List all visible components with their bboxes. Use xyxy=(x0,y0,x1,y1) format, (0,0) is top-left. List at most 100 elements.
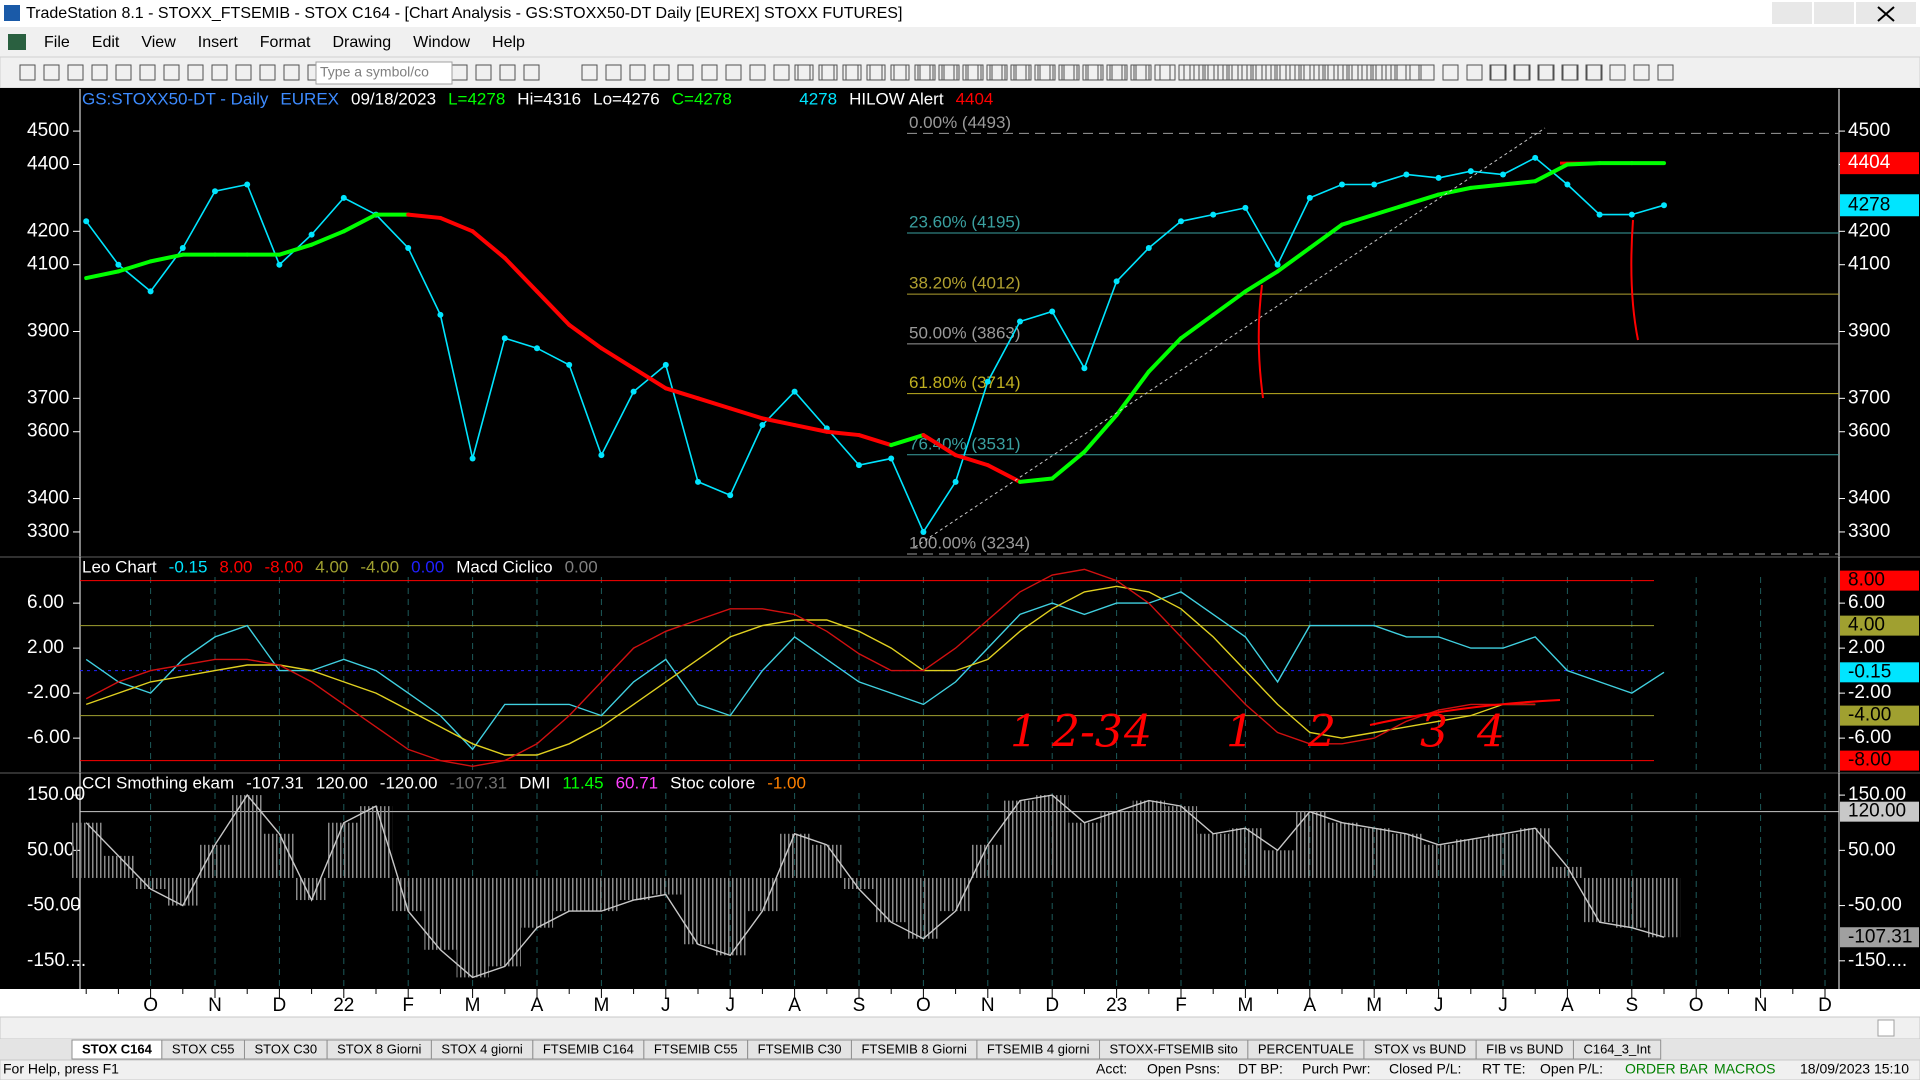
tool-icon[interactable] xyxy=(629,64,646,81)
tab[interactable] xyxy=(1572,1039,1662,1060)
tool-icon[interactable] xyxy=(115,64,132,81)
tool-icon[interactable] xyxy=(749,64,766,81)
tool-icon[interactable] xyxy=(67,64,84,81)
tool-icon[interactable] xyxy=(701,64,718,81)
scroll-thumb[interactable] xyxy=(1877,1019,1895,1037)
tool-icon[interactable] xyxy=(1237,64,1254,81)
tool-icon[interactable] xyxy=(943,64,960,81)
tool-icon[interactable] xyxy=(187,64,204,81)
menu-item[interactable]: Edit xyxy=(92,34,120,51)
tool-icon[interactable] xyxy=(1082,64,1099,81)
tool-icon[interactable] xyxy=(1633,64,1650,81)
tool-icon[interactable] xyxy=(653,64,670,81)
tab-label[interactable]: STOX 8 Giorni xyxy=(337,1041,421,1056)
minimize-button[interactable] xyxy=(1772,2,1812,24)
tool-icon[interactable] xyxy=(235,64,252,81)
tool-icon[interactable] xyxy=(866,64,883,81)
tool-icon[interactable] xyxy=(1106,64,1123,81)
tool-icon[interactable] xyxy=(1357,64,1374,81)
tool-icon[interactable] xyxy=(475,64,492,81)
tool-icon[interactable] xyxy=(1178,64,1195,81)
tool-icon[interactable] xyxy=(1466,64,1483,81)
tab-label[interactable]: STOX C55 xyxy=(172,1041,235,1056)
tool-icon[interactable] xyxy=(139,64,156,81)
tool-icon[interactable] xyxy=(1346,64,1363,81)
tab-label[interactable]: STOX C164 xyxy=(82,1041,153,1056)
tool-icon[interactable] xyxy=(1585,64,1602,81)
tool-icon[interactable] xyxy=(725,64,742,81)
menu-item[interactable]: Help xyxy=(492,34,525,51)
tab-label[interactable]: STOX 4 giorni xyxy=(441,1041,523,1056)
maximize-button[interactable] xyxy=(1814,2,1854,24)
menu-item[interactable]: Insert xyxy=(198,34,239,51)
tool-icon[interactable] xyxy=(1015,64,1032,81)
tool-icon[interactable] xyxy=(1322,64,1339,81)
tool-icon[interactable] xyxy=(1250,64,1267,81)
tool-icon[interactable] xyxy=(1442,64,1459,81)
tab-label[interactable]: STOXX-FTSEMIB sito xyxy=(1110,1041,1238,1056)
tool-icon[interactable] xyxy=(991,64,1008,81)
tool-icon[interactable] xyxy=(523,64,540,81)
tool-icon[interactable] xyxy=(1609,64,1626,81)
tool-icon[interactable] xyxy=(283,64,300,81)
tool-icon[interactable] xyxy=(842,64,859,81)
tab-label[interactable]: FTSEMIB C55 xyxy=(654,1041,738,1056)
tool-icon[interactable] xyxy=(1213,64,1230,81)
tab-label[interactable]: FTSEMIB 4 giorni xyxy=(987,1041,1090,1056)
tool-icon[interactable] xyxy=(1261,64,1278,81)
tool-icon[interactable] xyxy=(1202,64,1219,81)
tool-icon[interactable] xyxy=(19,64,36,81)
tool-icon[interactable] xyxy=(1274,64,1291,81)
tool-icon[interactable] xyxy=(163,64,180,81)
tab-label[interactable]: FTSEMIB 8 Giorni xyxy=(861,1041,967,1056)
tab-label[interactable]: FIB vs BUND xyxy=(1486,1041,1563,1056)
tool-icon[interactable] xyxy=(91,64,108,81)
tab-label[interactable]: STOX vs BUND xyxy=(1374,1041,1466,1056)
tool-icon[interactable] xyxy=(1370,64,1387,81)
tool-icon[interactable] xyxy=(1394,64,1411,81)
tool-icon[interactable] xyxy=(43,64,60,81)
tab-label[interactable]: C164_3_Int xyxy=(1583,1041,1651,1056)
tab-label[interactable]: STOX C30 xyxy=(254,1041,317,1056)
menu-item[interactable]: Drawing xyxy=(332,34,391,51)
tool-icon[interactable] xyxy=(1058,64,1075,81)
tool-icon[interactable] xyxy=(605,64,622,81)
tab-label[interactable]: FTSEMIB C30 xyxy=(758,1041,842,1056)
tab-label[interactable]: FTSEMIB C164 xyxy=(543,1041,634,1056)
tool-icon[interactable] xyxy=(1513,64,1530,81)
tool-icon[interactable] xyxy=(1189,64,1206,81)
tool-icon[interactable] xyxy=(259,64,276,81)
tool-icon[interactable] xyxy=(919,64,936,81)
menu-item[interactable]: Window xyxy=(413,34,470,51)
tool-icon[interactable] xyxy=(1405,64,1422,81)
tool-icon[interactable] xyxy=(677,64,694,81)
tool-icon[interactable] xyxy=(818,64,835,81)
menu-item[interactable]: View xyxy=(141,34,176,51)
tool-icon[interactable] xyxy=(211,64,228,81)
tool-icon[interactable] xyxy=(1418,64,1435,81)
tool-icon[interactable] xyxy=(890,64,907,81)
tool-icon[interactable] xyxy=(1130,64,1147,81)
tool-icon[interactable] xyxy=(967,64,984,81)
tool-icon[interactable] xyxy=(1309,64,1326,81)
tool-icon[interactable] xyxy=(581,64,598,81)
tool-icon[interactable] xyxy=(1034,64,1051,81)
tool-icon[interactable] xyxy=(1333,64,1350,81)
tool-icon[interactable] xyxy=(1381,64,1398,81)
tool-icon[interactable] xyxy=(794,64,811,81)
tool-icon[interactable] xyxy=(1285,64,1302,81)
tool-icon[interactable] xyxy=(773,64,790,81)
tool-icon[interactable] xyxy=(499,64,516,81)
tool-icon[interactable] xyxy=(1489,64,1506,81)
tool-icon[interactable] xyxy=(1657,64,1674,81)
tool-icon[interactable] xyxy=(1154,64,1171,81)
scrollbar[interactable] xyxy=(0,1016,1920,1040)
symbol-input[interactable] xyxy=(315,61,453,85)
tab-label[interactable]: PERCENTUALE xyxy=(1258,1041,1354,1056)
tool-icon[interactable] xyxy=(1561,64,1578,81)
menu-item[interactable]: Format xyxy=(260,34,311,51)
tool-icon[interactable] xyxy=(1537,64,1554,81)
menu-item[interactable]: File xyxy=(44,34,70,51)
tool-icon[interactable] xyxy=(1298,64,1315,81)
tool-icon[interactable] xyxy=(1226,64,1243,81)
